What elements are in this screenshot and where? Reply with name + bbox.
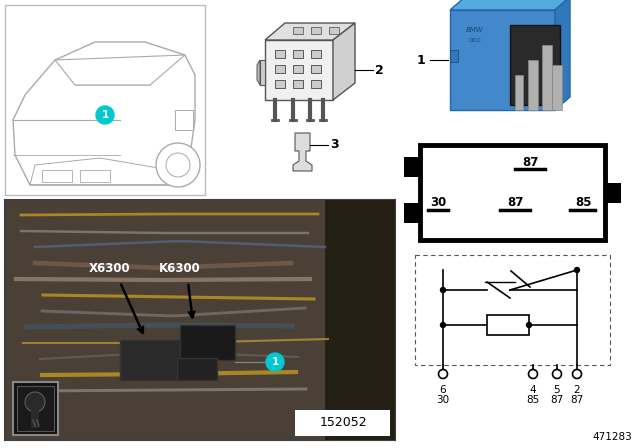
Bar — [552, 65, 562, 110]
Bar — [404, 203, 420, 223]
Circle shape — [529, 370, 538, 379]
Circle shape — [96, 106, 114, 124]
Bar — [180, 325, 235, 360]
Bar — [275, 80, 285, 88]
Bar — [5, 200, 395, 440]
Bar — [415, 255, 610, 365]
Circle shape — [25, 392, 45, 412]
Circle shape — [156, 143, 200, 187]
Bar — [605, 183, 621, 203]
Text: OOO: OOO — [468, 38, 481, 43]
Polygon shape — [265, 23, 355, 40]
Text: 87: 87 — [550, 395, 564, 405]
Text: 6: 6 — [440, 385, 446, 395]
Text: 2: 2 — [375, 64, 384, 77]
Bar — [325, 200, 395, 440]
Bar — [120, 340, 180, 380]
Text: 4: 4 — [530, 385, 536, 395]
Text: 87: 87 — [522, 156, 538, 169]
Bar — [329, 27, 339, 34]
Text: 5: 5 — [554, 385, 560, 395]
Text: 1: 1 — [271, 357, 278, 367]
Bar — [528, 60, 538, 110]
Text: 2: 2 — [573, 385, 580, 395]
Bar — [265, 40, 333, 100]
Text: BMW: BMW — [466, 27, 484, 33]
Text: 471283: 471283 — [592, 432, 632, 442]
Bar — [275, 50, 285, 58]
Bar — [510, 25, 560, 105]
Circle shape — [440, 288, 445, 293]
Text: 85: 85 — [526, 395, 540, 405]
Text: 152052: 152052 — [319, 417, 367, 430]
Circle shape — [573, 370, 582, 379]
Bar — [311, 27, 321, 34]
Polygon shape — [257, 60, 260, 85]
Circle shape — [575, 267, 579, 272]
Bar — [293, 50, 303, 58]
Polygon shape — [555, 0, 570, 110]
Text: 3: 3 — [330, 138, 339, 151]
Text: 30: 30 — [436, 395, 449, 405]
Bar — [13, 382, 58, 435]
Bar — [42, 170, 72, 182]
Text: X6300: X6300 — [89, 262, 131, 275]
Text: 87: 87 — [570, 395, 584, 405]
Circle shape — [440, 323, 445, 327]
Polygon shape — [260, 60, 265, 85]
Bar — [275, 65, 285, 73]
Text: 30: 30 — [430, 197, 446, 210]
Bar — [450, 50, 458, 62]
Circle shape — [438, 370, 447, 379]
Bar — [293, 27, 303, 34]
Circle shape — [266, 353, 284, 371]
Bar — [420, 145, 605, 240]
Bar — [311, 50, 321, 58]
Bar — [295, 410, 390, 436]
Text: 87: 87 — [507, 197, 523, 210]
Text: 85: 85 — [575, 197, 591, 210]
Bar — [404, 157, 420, 177]
Bar — [311, 65, 321, 73]
Circle shape — [166, 153, 190, 177]
Polygon shape — [333, 23, 355, 100]
Bar — [80, 170, 110, 182]
Bar — [5, 5, 205, 195]
Bar — [175, 110, 193, 130]
Bar — [31, 410, 39, 428]
Text: 1: 1 — [416, 53, 425, 66]
Bar — [542, 45, 552, 110]
Bar — [177, 358, 217, 380]
Text: K6300: K6300 — [159, 262, 201, 275]
Bar — [450, 10, 555, 110]
Circle shape — [552, 370, 561, 379]
Polygon shape — [293, 133, 312, 171]
Bar — [311, 80, 321, 88]
Bar — [293, 65, 303, 73]
Polygon shape — [450, 0, 570, 10]
Bar — [487, 315, 529, 335]
Text: 1: 1 — [101, 110, 109, 120]
Circle shape — [527, 323, 531, 327]
Bar — [17, 386, 54, 431]
Bar — [293, 80, 303, 88]
Bar — [515, 75, 523, 110]
